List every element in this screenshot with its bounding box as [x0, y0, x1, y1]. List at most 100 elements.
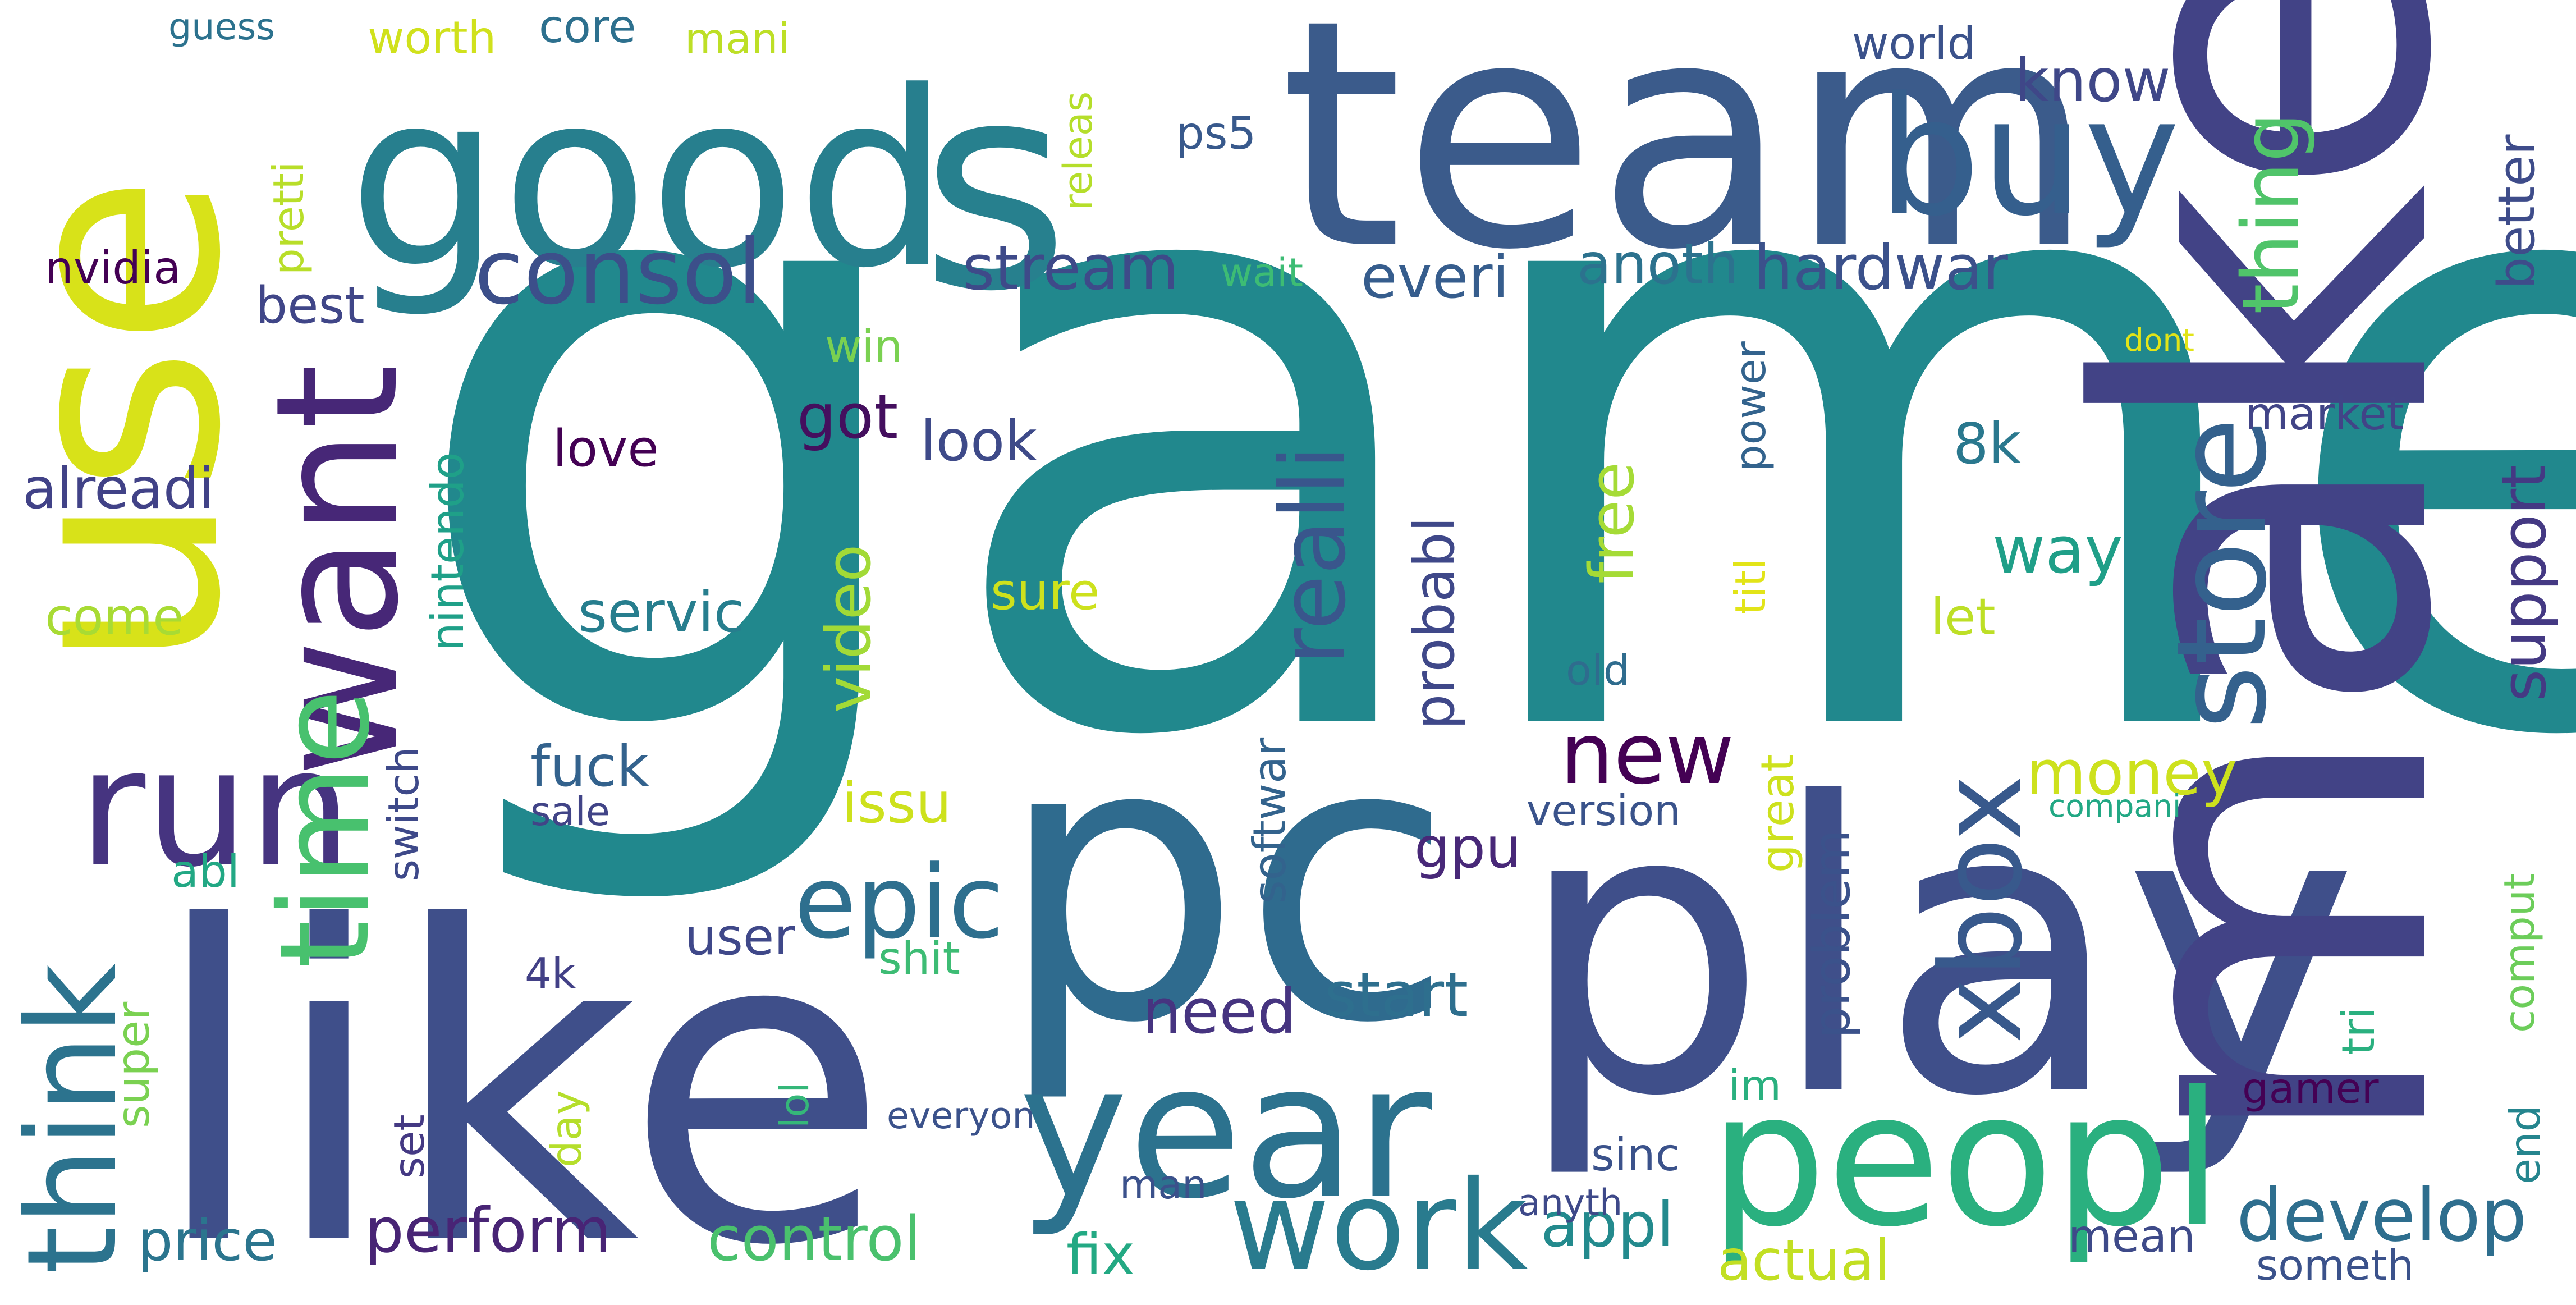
- word-everi: everi: [1361, 243, 1509, 312]
- word-ps5: ps5: [1176, 107, 1256, 159]
- word-tri: tri: [2332, 1007, 2385, 1055]
- word-support: support: [2488, 465, 2560, 702]
- word-think: think: [1, 963, 144, 1274]
- word-develop: develop: [2236, 1173, 2527, 1258]
- word-game: game: [401, 0, 2576, 920]
- word-old: old: [1566, 645, 1630, 695]
- word-know: know: [2015, 47, 2170, 115]
- word-switch: switch: [379, 747, 428, 881]
- word-comput: comput: [2495, 873, 2544, 1033]
- word-way: way: [1992, 513, 2123, 588]
- word-pc: pc: [996, 657, 1455, 1107]
- word-buy: buy: [1877, 63, 2180, 252]
- word-gamer: gamer: [2242, 1064, 2379, 1113]
- word-use: use: [0, 174, 282, 671]
- word-peopl: peopl: [1709, 1052, 2223, 1267]
- word-day: day: [542, 1090, 591, 1167]
- word-year: year: [1019, 1024, 1434, 1239]
- word-4k: 4k: [525, 949, 576, 998]
- word-need: need: [1142, 976, 1296, 1047]
- word-sure: sure: [991, 562, 1099, 621]
- word-nintendo: nintendo: [421, 452, 474, 651]
- word-version: version: [1527, 786, 1681, 835]
- word-man: man: [1120, 1162, 1207, 1208]
- word-work: work: [1229, 1154, 1528, 1298]
- word-problem: problem: [1803, 830, 1862, 1038]
- word-actual: actual: [1717, 1228, 1890, 1293]
- word-nvidia: nvidia: [45, 242, 181, 294]
- word-team: team: [1280, 0, 2095, 319]
- word-let: let: [1931, 588, 1996, 647]
- word-look: look: [920, 408, 1037, 474]
- word-free: free: [1576, 462, 1648, 584]
- word-control: control: [707, 1203, 921, 1275]
- word-great: great: [1752, 754, 1804, 873]
- word-dont: dont: [2124, 322, 2194, 358]
- word-issu: issu: [842, 770, 951, 836]
- word-stream: stream: [962, 232, 1179, 304]
- word-store: store: [2150, 418, 2294, 730]
- word-power: power: [1726, 341, 1775, 471]
- word-like: like: [149, 836, 890, 1305]
- word-guess: guess: [168, 6, 275, 48]
- word-win: win: [825, 320, 902, 373]
- word-titl: titl: [1726, 558, 1775, 615]
- word-perform: perform: [365, 1194, 611, 1266]
- word-sinc: sinc: [1591, 1129, 1680, 1181]
- word-anoth: anoth: [1577, 231, 1739, 297]
- word-worth: worth: [368, 12, 496, 64]
- word-gpu: gpu: [1414, 815, 1521, 881]
- word-time: time: [253, 689, 397, 968]
- word-market: market: [2245, 388, 2404, 440]
- word-someth: someth: [2256, 1240, 2414, 1290]
- word-got: got: [797, 381, 898, 452]
- word-play: play: [1515, 720, 2359, 1183]
- word-end: end: [2500, 1105, 2550, 1184]
- word-user: user: [685, 908, 795, 967]
- word-mani: mani: [685, 14, 790, 63]
- word-thing: thing: [2226, 112, 2317, 314]
- word-im: im: [1729, 1061, 1781, 1110]
- word-sale: sale: [530, 789, 610, 835]
- word-super: super: [107, 1002, 159, 1128]
- word-anyth: anyth: [1518, 1182, 1622, 1224]
- word-set: set: [384, 1114, 434, 1179]
- word-realli: realli: [1261, 445, 1365, 665]
- word-consol: consol: [474, 219, 762, 324]
- word-servic: servic: [578, 579, 745, 645]
- word-shit: shit: [878, 932, 960, 985]
- word-price: price: [137, 1208, 277, 1274]
- word-fuck: fuck: [530, 734, 649, 799]
- word-want: want: [240, 364, 436, 777]
- word-appl: appl: [1541, 1189, 1674, 1261]
- word-best: best: [255, 276, 365, 335]
- word-world: world: [1852, 17, 1975, 70]
- word-new: new: [1560, 706, 1734, 803]
- word-abl: abl: [171, 845, 240, 898]
- word-alreadi: alreadi: [22, 456, 214, 521]
- word-video: video: [813, 544, 884, 713]
- word-good: good: [348, 40, 950, 321]
- word-releas: releas: [1055, 91, 1101, 210]
- word-love: love: [553, 419, 659, 478]
- word-everyon: everyon: [887, 1095, 1035, 1137]
- word-lol: lol: [772, 1082, 818, 1128]
- word-compani: compani: [2048, 788, 2181, 824]
- word-wait: wait: [1221, 250, 1303, 296]
- word-epic: epic: [794, 844, 1004, 961]
- word-better: better: [2487, 135, 2546, 289]
- word-money: money: [2026, 737, 2238, 809]
- word-fix: fix: [1066, 1222, 1135, 1288]
- word-softwar: softwar: [1244, 738, 1296, 904]
- word-start: start: [1324, 959, 1468, 1031]
- word-probabl: probabl: [1401, 516, 1467, 730]
- word-s: s: [920, 21, 1070, 354]
- word-make: make: [2007, 0, 2531, 1156]
- word-pretti: pretti: [264, 161, 313, 275]
- word-mean: mean: [2068, 1210, 2195, 1262]
- word-run: run: [79, 714, 352, 903]
- word-core: core: [539, 1, 636, 53]
- word-hardwar: hardwar: [1754, 232, 2009, 304]
- word-come: come: [45, 588, 184, 647]
